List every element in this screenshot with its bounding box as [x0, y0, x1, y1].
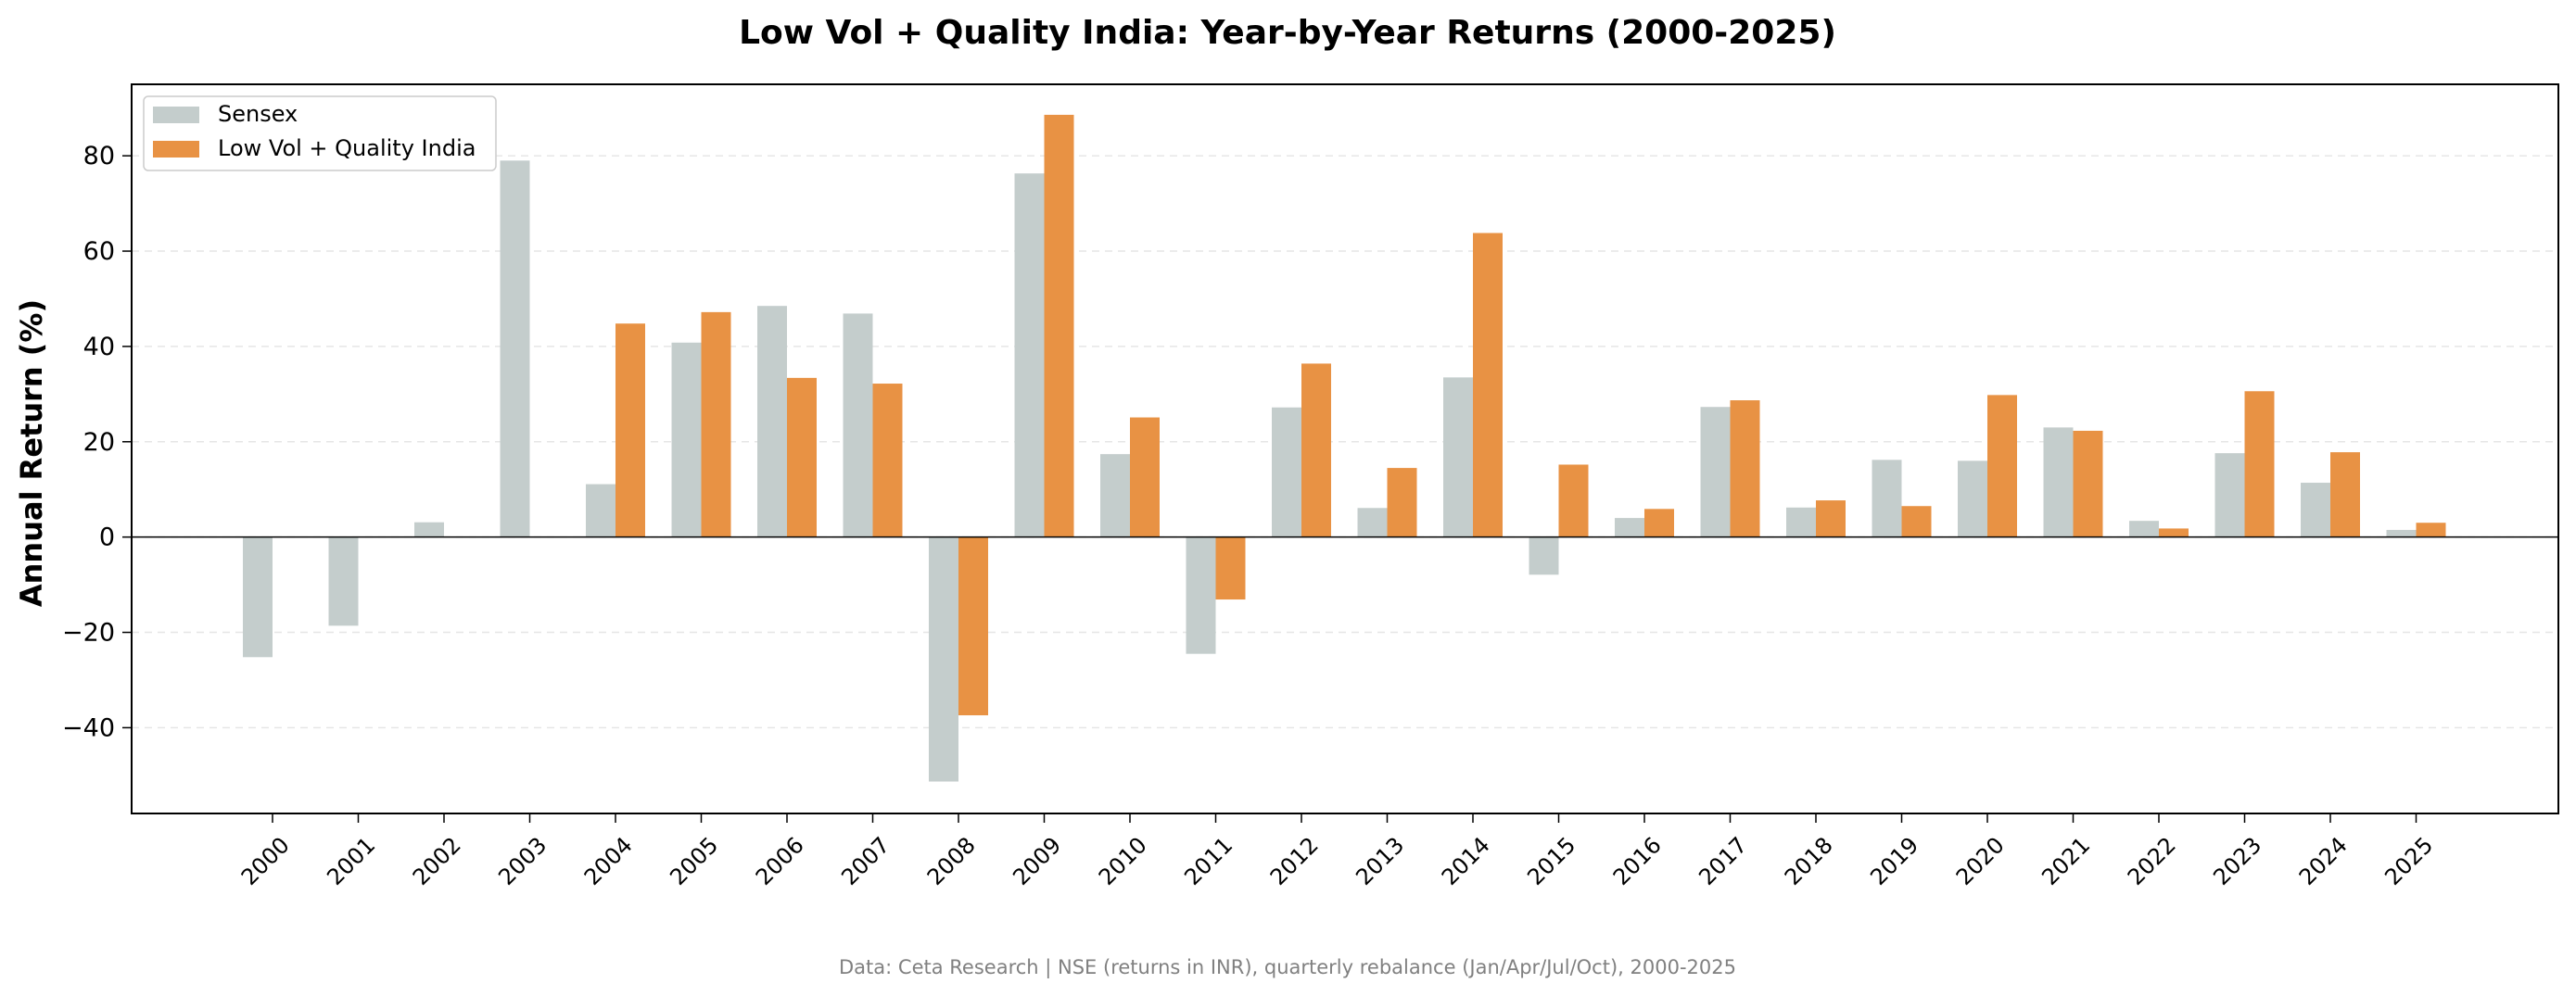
x-tick-label: 2002 — [408, 832, 466, 890]
x-tick-label: 2005 — [665, 832, 723, 890]
bar-sensex-2015 — [1529, 536, 1559, 575]
x-tick-label: 2015 — [1522, 832, 1580, 890]
y-tick-label: −40 — [62, 713, 115, 742]
x-tick-label: 2008 — [922, 832, 981, 890]
bar-low-vol-quality-2017 — [1730, 400, 1760, 537]
x-tick-label: 2009 — [1008, 832, 1066, 890]
bar-low-vol-quality-2009 — [1044, 114, 1074, 537]
bar-sensex-2017 — [1700, 407, 1731, 537]
bar-low-vol-quality-2023 — [2244, 391, 2275, 537]
bar-sensex-2018 — [1786, 507, 1816, 537]
x-tick-label: 2017 — [1694, 832, 1752, 890]
bar-sensex-2023 — [2214, 453, 2245, 537]
bar-sensex-2008 — [929, 536, 958, 782]
x-tick-label: 2016 — [1608, 832, 1667, 890]
bar-sensex-2021 — [2043, 427, 2074, 537]
bar-sensex-2020 — [1958, 460, 1987, 537]
bar-sensex-2009 — [1014, 173, 1045, 537]
bar-low-vol-quality-2015 — [1558, 464, 1589, 537]
bar-low-vol-quality-2019 — [1901, 506, 1932, 537]
bar-sensex-2005 — [671, 342, 702, 537]
bar-low-vol-quality-2020 — [1987, 395, 2017, 537]
bar-sensex-2013 — [1357, 508, 1388, 537]
bar-low-vol-quality-2016 — [1644, 509, 1674, 537]
x-tick-label: 2000 — [236, 832, 295, 890]
y-tick-label: 40 — [83, 333, 115, 361]
bar-low-vol-quality-2008 — [958, 536, 988, 716]
bar-low-vol-quality-2010 — [1130, 417, 1160, 537]
bar-sensex-2003 — [500, 160, 530, 537]
bar-sensex-2025 — [2386, 529, 2417, 537]
x-tick-label: 2011 — [1179, 832, 1237, 890]
x-tick-label: 2022 — [2123, 832, 2181, 890]
bar-sensex-2004 — [586, 484, 615, 537]
x-tick-label: 2012 — [1265, 832, 1324, 890]
bar-sensex-2001 — [328, 536, 359, 626]
x-tick-label: 2010 — [1094, 832, 1152, 890]
bar-low-vol-quality-2013 — [1387, 468, 1417, 537]
bar-low-vol-quality-2021 — [2073, 430, 2103, 537]
bar-sensex-2002 — [414, 522, 444, 537]
x-tick-label: 2001 — [322, 832, 380, 890]
x-tick-label: 2023 — [2208, 832, 2266, 890]
x-axis: 2000 2001 2002 2003 2004 2005 2006 2007 2008 2009… — [236, 813, 2438, 890]
bar-sensex-2012 — [1272, 407, 1301, 537]
x-tick-label: 2006 — [751, 832, 809, 890]
bar-low-vol-quality-2014 — [1473, 233, 1503, 537]
grid-lines — [132, 155, 2558, 729]
y-axis-label: Annual Return (%) — [14, 299, 49, 607]
bar-low-vol-quality-2007 — [872, 384, 903, 537]
bar-low-vol-quality-2018 — [1816, 500, 1846, 537]
bar-sensex-2010 — [1100, 454, 1130, 537]
x-tick-label: 2020 — [1951, 832, 2010, 890]
bar-sensex-2019 — [1872, 460, 1902, 537]
bar-sensex-2016 — [1615, 518, 1644, 537]
bar-low-vol-quality-2011 — [1215, 536, 1246, 600]
legend-swatch-sensex — [153, 107, 199, 123]
y-tick-label: 80 — [83, 142, 115, 170]
bar-sensex-2014 — [1443, 377, 1473, 537]
bar-sensex-2022 — [2129, 521, 2159, 537]
bar-sensex-2024 — [2301, 483, 2330, 537]
x-tick-label: 2024 — [2294, 832, 2353, 890]
x-tick-label: 2019 — [1865, 832, 1923, 890]
bar-low-vol-quality-2024 — [2330, 452, 2360, 537]
x-tick-label: 2018 — [1780, 832, 1838, 890]
bar-low-vol-quality-2005 — [701, 311, 731, 537]
footnote: Data: Ceta Research | NSE (returns in IN… — [839, 956, 1736, 979]
bar-sensex-2011 — [1186, 536, 1216, 654]
x-tick-label: 2013 — [1351, 832, 1409, 890]
y-tick-label: 0 — [99, 523, 115, 552]
x-tick-label: 2021 — [2037, 832, 2095, 890]
y-tick-label: 60 — [83, 237, 115, 266]
x-tick-label: 2004 — [579, 832, 638, 890]
x-tick-label: 2014 — [1437, 832, 1495, 890]
bar-low-vol-quality-2025 — [2416, 523, 2446, 537]
bar-low-vol-quality-2022 — [2159, 528, 2189, 537]
y-tick-label: −20 — [62, 619, 115, 648]
bar-sensex-2007 — [843, 313, 873, 537]
x-tick-label: 2007 — [836, 832, 895, 890]
bars — [243, 114, 2446, 782]
y-axis: −40 −20 0 20 40 60 80 — [62, 142, 132, 742]
bar-low-vol-quality-2004 — [615, 323, 645, 537]
legend: Sensex Low Vol + Quality India — [143, 95, 497, 171]
legend-label-low-vol-quality: Low Vol + Quality India — [218, 135, 476, 161]
legend-box — [143, 95, 497, 171]
x-tick-label: 2025 — [2379, 832, 2438, 890]
legend-label-sensex: Sensex — [218, 101, 298, 127]
legend-swatch-low-vol-quality — [153, 141, 199, 158]
bar-sensex-2000 — [243, 536, 273, 658]
chart-title: Low Vol + Quality India: Year-by-Year Re… — [739, 14, 1836, 52]
y-tick-label: 20 — [83, 428, 115, 457]
x-tick-label: 2003 — [493, 832, 552, 890]
bar-low-vol-quality-2012 — [1301, 363, 1331, 537]
plot-frame — [131, 83, 2559, 814]
bar-low-vol-quality-2006 — [787, 377, 817, 537]
bar-sensex-2006 — [757, 306, 787, 537]
